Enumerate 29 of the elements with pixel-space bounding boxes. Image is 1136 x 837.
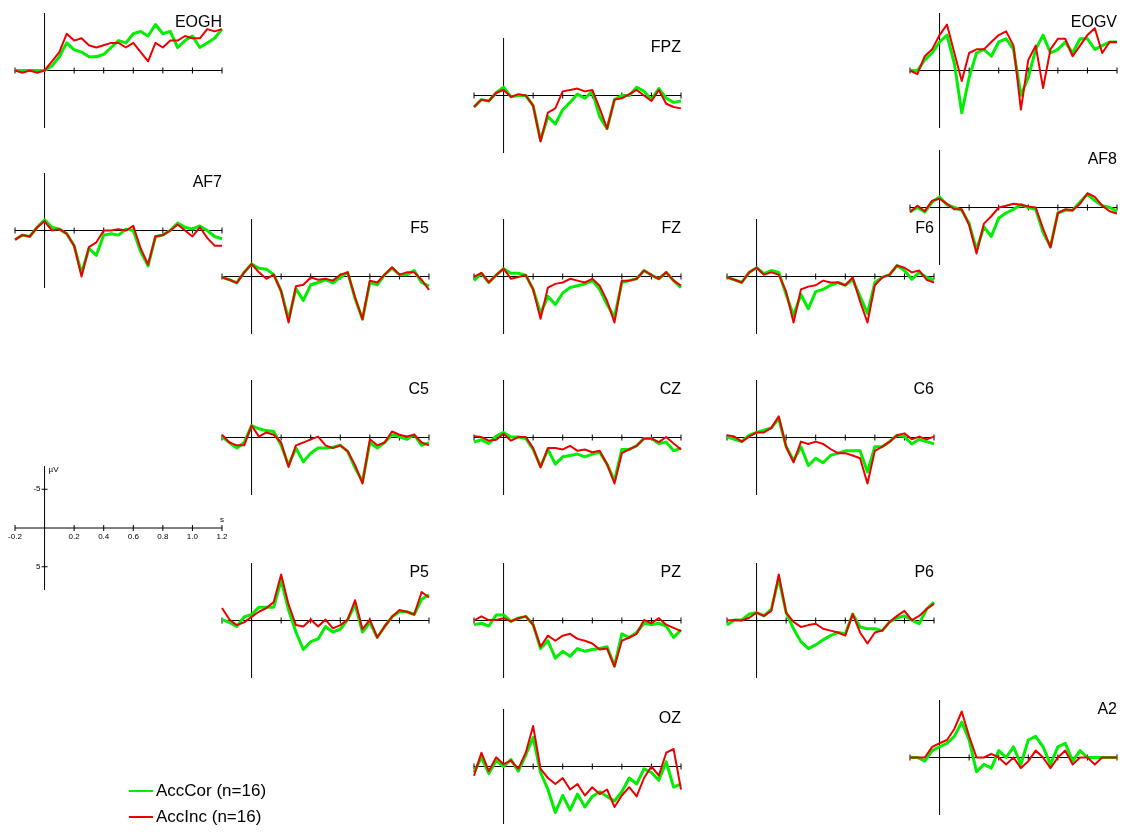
x-tick-label: 1.2 bbox=[216, 531, 229, 541]
x-tick-label: 0.2 bbox=[68, 531, 81, 541]
x-tick-label: 0.6 bbox=[127, 531, 140, 541]
chart-title: EOGV bbox=[1070, 12, 1118, 30]
chart-title: A2 bbox=[1097, 699, 1118, 717]
chart-title: CZ bbox=[659, 379, 682, 397]
x-tick-label: 0.8 bbox=[157, 531, 169, 541]
y-axis-title: µV bbox=[48, 464, 60, 474]
chart-title: OZ bbox=[658, 708, 682, 726]
legend-label: AccCor (n=16) bbox=[156, 780, 267, 802]
x-tick-label: -0.2 bbox=[8, 531, 23, 541]
y-tick-label: -5 bbox=[33, 484, 42, 494]
chart-title: FZ bbox=[661, 218, 682, 236]
chart-title: P6 bbox=[914, 562, 935, 580]
chart-title: AF7 bbox=[192, 172, 223, 190]
x-tick-label: 1.0 bbox=[186, 531, 199, 541]
chart-title: EOGH bbox=[174, 12, 222, 30]
x-axis-title: s bbox=[220, 514, 224, 524]
y-tick-label: 5 bbox=[36, 561, 42, 571]
chart-title: F6 bbox=[915, 218, 935, 236]
x-tick-label: 0.4 bbox=[98, 531, 110, 541]
chart-title: P5 bbox=[409, 562, 430, 580]
chart-title: PZ bbox=[660, 562, 682, 580]
chart-title: FPZ bbox=[650, 37, 682, 55]
legend-label: AccInc (n=16) bbox=[156, 806, 262, 828]
chart-title: C5 bbox=[408, 379, 430, 397]
chart-title: C6 bbox=[913, 379, 935, 397]
chart-title: F5 bbox=[410, 218, 430, 236]
chart-title: AF8 bbox=[1087, 149, 1118, 167]
